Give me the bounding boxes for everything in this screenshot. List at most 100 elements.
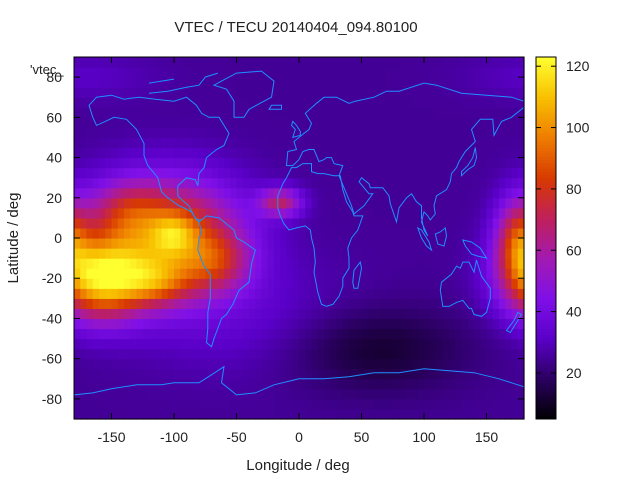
heatmap-cell [305, 67, 313, 78]
heatmap-cell [411, 57, 419, 68]
heatmap-cell [292, 227, 300, 239]
colorbar-segment [536, 216, 556, 221]
heatmap-cell [411, 328, 419, 340]
heatmap-cell [255, 338, 263, 350]
heatmap-cell [486, 207, 494, 219]
colorbar-segment [536, 162, 556, 167]
colorbar-segment [536, 373, 556, 378]
heatmap-cell [261, 248, 269, 259]
heatmap-cell [511, 268, 519, 279]
heatmap-cell [142, 77, 150, 88]
heatmap-cell [224, 288, 231, 299]
heatmap-cell [317, 147, 325, 159]
heatmap-cell [105, 217, 113, 229]
heatmap-cell [117, 137, 125, 149]
heatmap-cell [255, 408, 263, 420]
heatmap-cell [449, 107, 456, 118]
heatmap-cell [361, 87, 369, 98]
heatmap-cell [92, 97, 100, 108]
heatmap-cell [292, 338, 300, 350]
heatmap-cell [136, 167, 144, 179]
heatmap-cell [317, 378, 325, 390]
heatmap-cell [167, 67, 175, 78]
heatmap-cell [136, 207, 144, 219]
heatmap-cell [424, 157, 431, 169]
heatmap-cell [280, 157, 288, 169]
heatmap-cell [149, 318, 156, 330]
heatmap-cell [386, 388, 394, 400]
colorbar-segment [536, 207, 556, 212]
heatmap-cell [467, 167, 475, 179]
colorbar-segment [536, 153, 556, 158]
heatmap-cell [224, 248, 231, 259]
heatmap-cell [80, 398, 88, 410]
colorbar-segment [536, 81, 556, 85]
y-tick-label: -40 [42, 310, 62, 326]
heatmap-cell [224, 147, 231, 159]
heatmap-cell [499, 217, 506, 229]
heatmap-cell [274, 328, 281, 340]
heatmap-cell [217, 368, 225, 380]
heatmap-cell [499, 57, 506, 68]
colorbar-segment [536, 415, 556, 420]
heatmap-cell [324, 207, 331, 219]
heatmap-cell [199, 207, 206, 219]
heatmap-cell [480, 77, 488, 88]
heatmap-cell [149, 408, 156, 420]
heatmap-cell [261, 298, 269, 309]
colorbar-segment [536, 241, 556, 245]
heatmap-cell [374, 217, 381, 229]
heatmap-cell [505, 248, 513, 259]
heatmap-cell [117, 187, 125, 199]
heatmap-cell [399, 147, 406, 159]
heatmap-cell [317, 398, 325, 410]
heatmap-cell [286, 238, 294, 249]
heatmap-cell [417, 388, 425, 400]
heatmap-cell [349, 137, 356, 149]
heatmap-cell [386, 147, 394, 159]
heatmap-cell [74, 167, 81, 179]
heatmap-cell [199, 398, 206, 410]
heatmap-cell [330, 137, 338, 149]
heatmap-cell [192, 308, 200, 320]
heatmap-cell [511, 197, 519, 209]
heatmap-cell [511, 298, 519, 309]
heatmap-cell [517, 338, 525, 350]
heatmap-cell [92, 318, 100, 330]
heatmap-cell [149, 328, 156, 340]
colorbar-segment [536, 382, 556, 387]
heatmap-cell [330, 207, 338, 219]
heatmap-cell [92, 117, 100, 128]
heatmap-cell [461, 117, 469, 128]
heatmap-cell [374, 398, 381, 410]
heatmap-cell [380, 298, 388, 309]
heatmap-cell [467, 308, 475, 320]
heatmap-cell [136, 278, 144, 289]
heatmap-cell [411, 318, 419, 330]
heatmap-cell [99, 368, 106, 380]
heatmap-cell [186, 207, 194, 219]
heatmap-cell [455, 67, 463, 78]
heatmap-cell [167, 368, 175, 380]
heatmap-cell [480, 187, 488, 199]
heatmap-cell [299, 97, 306, 108]
heatmap-cell [174, 308, 181, 320]
heatmap-cell [242, 298, 250, 309]
heatmap-cell [149, 57, 156, 68]
heatmap-cell [467, 318, 475, 330]
heatmap-cell [380, 197, 388, 209]
heatmap-cell [480, 97, 488, 108]
heatmap-cell [130, 57, 138, 68]
heatmap-cell [155, 248, 163, 259]
heatmap-cell [236, 127, 244, 139]
heatmap-cell [274, 207, 281, 219]
heatmap-cell [349, 107, 356, 118]
heatmap-cell [242, 117, 250, 128]
heatmap-cell [199, 57, 206, 68]
heatmap-cell [311, 298, 319, 309]
heatmap-cell [517, 177, 525, 189]
heatmap-cell [236, 137, 244, 149]
heatmap-cell [292, 408, 300, 420]
colorbar-segment [536, 132, 556, 136]
heatmap-cell [242, 87, 250, 98]
